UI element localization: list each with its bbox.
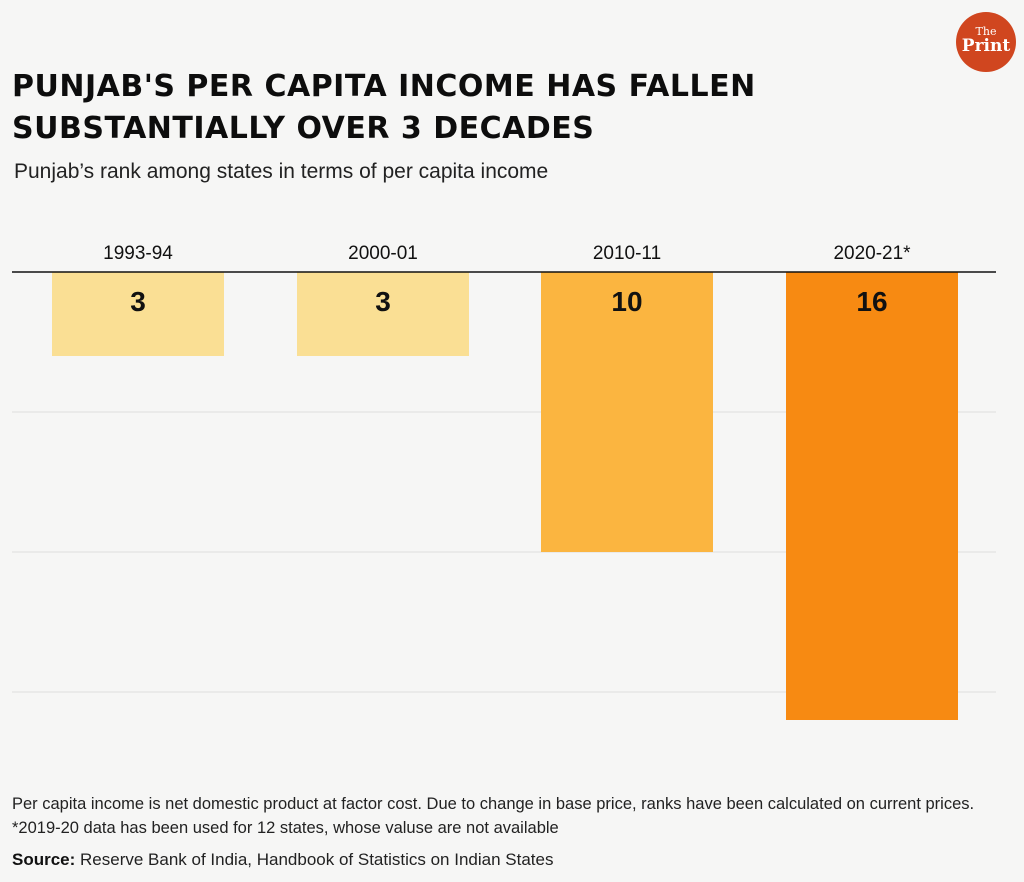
bar (786, 272, 958, 720)
chart-subtitle: Punjab’s rank among states in terms of p… (14, 160, 549, 183)
bar-value-label: 16 (856, 286, 887, 317)
source-text: Reserve Bank of India, Handbook of Stati… (80, 850, 554, 869)
chart-title: PUNJAB'S PER CAPITA INCOME HAS FALLEN SU… (12, 69, 756, 146)
source-label: Source: (12, 850, 76, 869)
bar (52, 272, 224, 356)
footnote: Per capita income is net domestic produc… (12, 795, 975, 837)
category-label: 2000-01 (348, 243, 418, 264)
bar-value-label: 10 (611, 286, 642, 317)
bar (297, 272, 469, 356)
category-label: 2020-21* (833, 243, 911, 264)
bar (541, 272, 713, 552)
category-label: 1993-94 (103, 243, 173, 264)
bar-value-label: 3 (375, 286, 391, 317)
theprint-logo: The Print (956, 12, 1016, 72)
category-label: 2010-11 (593, 243, 661, 264)
source-line: Source: Reserve Bank of India, Handbook … (12, 850, 553, 870)
bar-value-label: 3 (130, 286, 146, 317)
